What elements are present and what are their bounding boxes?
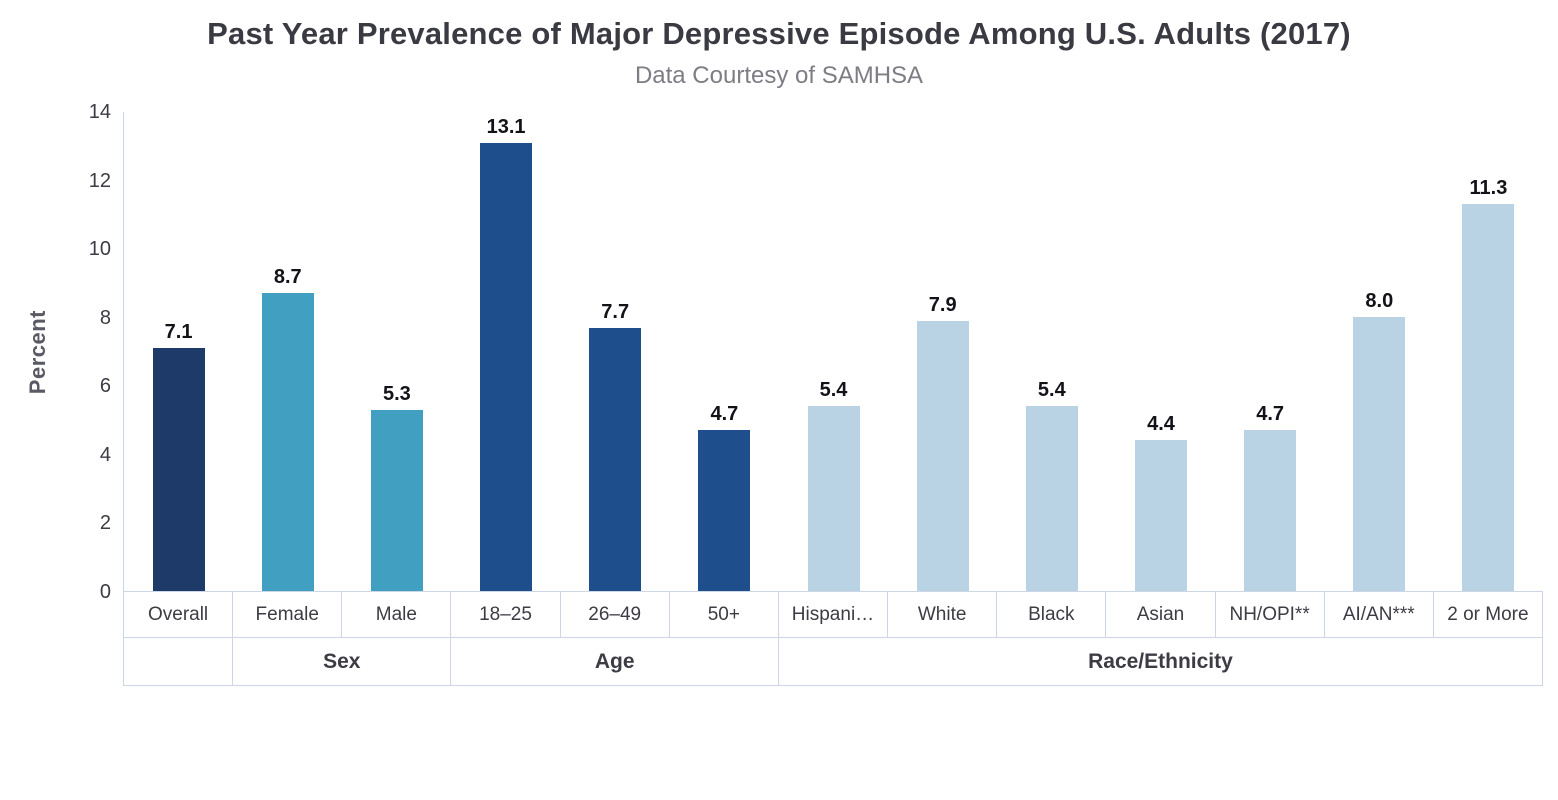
- group-label: Race/Ethnicity: [779, 638, 1543, 685]
- y-tick-label: 12: [88, 169, 111, 192]
- x-axis-category-labels: Overall Female Male 18–25 26–49 50+ Hispani… Wh…: [123, 592, 1543, 638]
- bar: [1353, 317, 1406, 591]
- y-axis-ticks: 0 2 4 6 8 10 12 14: [61, 102, 123, 602]
- y-tick-label: 10: [88, 238, 111, 261]
- category-label: 18–25: [451, 592, 561, 637]
- chart-subtitle: Data Courtesy of SAMHSA: [634, 62, 924, 89]
- category-label: 2 or More: [1434, 592, 1543, 637]
- bar: [370, 409, 423, 591]
- bar-slot: 4.4: [1106, 112, 1215, 591]
- bar: [480, 142, 533, 591]
- bar-slot: 7.1: [124, 112, 233, 591]
- y-tick-label: 2: [99, 512, 111, 535]
- bar-slot: 5.3: [342, 112, 451, 591]
- y-tick-label: 8: [99, 306, 111, 329]
- bar-slot: 4.7: [670, 112, 779, 591]
- bar: [589, 327, 642, 591]
- category-label: Asian: [1106, 592, 1216, 637]
- bar-value-label: 5.3: [382, 382, 411, 405]
- x-axis-group-labels: Sex Age Race/Ethnicity: [123, 638, 1543, 686]
- bar-chart: Percent 0 2 4 6 8 10 12 14 7.1 8.7 5.3 13.1 7.7 4.7 5…: [15, 102, 1543, 686]
- bar: [1462, 204, 1515, 591]
- bar-value-label: 5.4: [1037, 379, 1066, 402]
- bar-value-label: 4.4: [1147, 413, 1175, 436]
- y-axis-title-cell: Percent: [15, 112, 61, 592]
- category-label: NH/OPI**: [1216, 592, 1325, 637]
- bar-value-label: 8.0: [1365, 290, 1394, 313]
- bar-value-label: 4.7: [1256, 403, 1285, 426]
- y-tick-label: 0: [99, 581, 111, 603]
- group-label: [124, 638, 234, 685]
- bar: [916, 320, 969, 591]
- y-tick-label: 6: [99, 375, 111, 398]
- bar-value-label: 7.9: [928, 293, 957, 316]
- bar-slot: 5.4: [997, 112, 1106, 591]
- category-label: White: [888, 592, 998, 637]
- bar: [1244, 430, 1297, 591]
- chart-title: Past Year Prevalence of Major Depressive…: [207, 16, 1351, 51]
- y-axis-title: Percent: [25, 309, 50, 395]
- bar-slot: 5.4: [779, 112, 888, 591]
- bar: [261, 293, 314, 591]
- bar: [1134, 440, 1187, 591]
- bar-slot: 7.7: [561, 112, 670, 591]
- category-label: 26–49: [561, 592, 670, 637]
- bar: [152, 348, 205, 591]
- bar-value-label: 7.7: [601, 300, 630, 323]
- bar-value-label: 11.3: [1469, 177, 1508, 200]
- bar-slot: 8.0: [1325, 112, 1434, 591]
- y-tick-label: 14: [88, 101, 111, 123]
- bar-value-label: 7.1: [164, 321, 193, 344]
- bar-slot: 11.3: [1434, 112, 1543, 591]
- category-label: Male: [342, 592, 452, 637]
- bar-value-label: 8.7: [273, 266, 302, 289]
- bar-value-label: 4.7: [710, 403, 739, 426]
- category-label: Hispani…: [779, 592, 889, 637]
- bar: [807, 406, 860, 591]
- bar-slot: 7.9: [888, 112, 997, 591]
- bar: [1025, 406, 1078, 591]
- bar-value-label: 5.4: [819, 379, 848, 402]
- category-label: AI/AN***: [1325, 592, 1434, 637]
- category-label: Female: [233, 592, 343, 637]
- category-label: Black: [997, 592, 1107, 637]
- group-label: Age: [451, 638, 779, 685]
- bar: [698, 430, 751, 591]
- y-tick-label: 4: [99, 443, 111, 466]
- bar-slot: 8.7: [233, 112, 342, 591]
- group-label: Sex: [233, 638, 452, 685]
- plot-area: 7.1 8.7 5.3 13.1 7.7 4.7 5.4 7.9 5.4 4.4 4.7 8.0 11.…: [123, 112, 1543, 592]
- bar-slot: 4.7: [1216, 112, 1325, 591]
- category-label: 50+: [670, 592, 779, 637]
- bar-slot: 13.1: [451, 112, 560, 591]
- category-label: Overall: [124, 592, 234, 637]
- bar-value-label: 13.1: [486, 115, 526, 138]
